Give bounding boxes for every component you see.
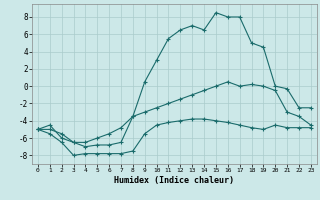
X-axis label: Humidex (Indice chaleur): Humidex (Indice chaleur) [115,176,234,185]
